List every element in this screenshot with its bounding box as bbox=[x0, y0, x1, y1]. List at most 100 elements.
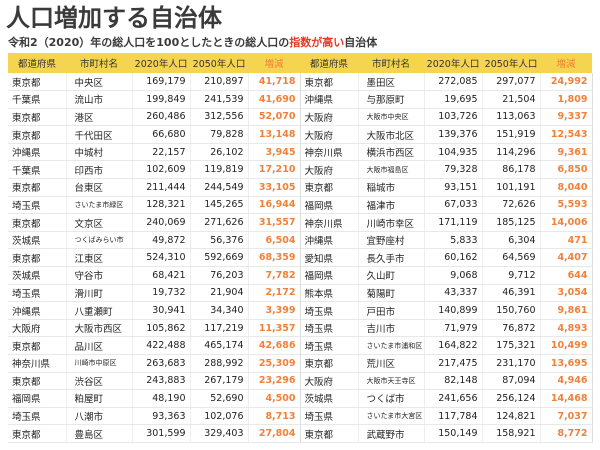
header-2050-left: 2050年人口 bbox=[190, 53, 248, 73]
prefecture-cell: 福岡県 bbox=[300, 266, 359, 285]
prefecture-cell: 大阪府 bbox=[300, 160, 359, 180]
city-cell: さいたま市緑区 bbox=[66, 196, 133, 215]
city-cell: 菊陽町 bbox=[358, 284, 425, 303]
change-cell: 41,690 bbox=[248, 90, 301, 109]
population-2050-cell: 101,191 bbox=[482, 178, 541, 197]
prefecture-cell: 東京都 bbox=[8, 336, 67, 355]
population-table: 都道府県 市町村名 2020年人口 2050年人口 増減 都道府県 市町村名 2… bbox=[8, 53, 593, 443]
change-cell: 13,148 bbox=[248, 125, 301, 144]
population-2050-cell: 158,921 bbox=[482, 424, 541, 443]
change-cell: 10,499 bbox=[540, 336, 593, 355]
prefecture-cell: 福岡県 bbox=[8, 389, 67, 408]
prefecture-cell: 東京都 bbox=[300, 354, 359, 373]
change-cell: 7,037 bbox=[540, 407, 593, 426]
population-2020-cell: 67,033 bbox=[424, 196, 483, 215]
change-cell: 1,809 bbox=[540, 90, 593, 109]
prefecture-cell: 東京都 bbox=[8, 372, 67, 391]
table-row: 沖縄県 中城村 22,157 26,102 3,945 神奈川県 横浜市西区 104,935 1… bbox=[8, 143, 593, 162]
prefecture-cell: 埼玉県 bbox=[300, 336, 359, 355]
header-2050-right: 2050年人口 bbox=[482, 53, 540, 73]
table-row: 東京都 渋谷区 243,883 267,179 23,296 大阪府 大阪市天王寺区 82,1… bbox=[8, 372, 593, 391]
table-row: 東京都 江東区 524,310 592,669 68,359 愛知県 長久手市 60,162 6… bbox=[8, 248, 593, 268]
population-2020-cell: 48,190 bbox=[132, 389, 191, 408]
prefecture-cell: 愛知県 bbox=[300, 248, 359, 268]
prefecture-cell: 千葉県 bbox=[8, 90, 67, 109]
change-cell: 8,040 bbox=[540, 178, 593, 197]
population-2020-cell: 43,337 bbox=[424, 284, 483, 303]
prefecture-cell: 茨城県 bbox=[8, 231, 67, 250]
population-2020-cell: 199,849 bbox=[132, 90, 191, 109]
population-2050-cell: 119,819 bbox=[190, 160, 249, 180]
change-cell: 14,468 bbox=[540, 389, 593, 408]
population-2050-cell: 297,077 bbox=[482, 73, 541, 92]
city-cell: 大阪市天王寺区 bbox=[358, 372, 425, 391]
population-2050-cell: 56,376 bbox=[190, 231, 249, 250]
prefecture-cell: 沖縄県 bbox=[300, 90, 359, 109]
change-cell: 4,500 bbox=[248, 389, 301, 408]
city-cell: 八潮市 bbox=[66, 407, 133, 426]
city-cell: 大阪市中央区 bbox=[358, 108, 425, 127]
population-2020-cell: 164,822 bbox=[424, 336, 483, 355]
population-2050-cell: 117,219 bbox=[190, 319, 249, 338]
change-cell: 13,695 bbox=[540, 354, 593, 373]
change-cell: 3,945 bbox=[248, 143, 301, 162]
prefecture-cell: 大阪府 bbox=[300, 372, 359, 391]
population-2050-cell: 52,690 bbox=[190, 389, 249, 408]
population-2050-cell: 150,760 bbox=[482, 301, 541, 320]
city-cell: 大阪市西区 bbox=[66, 319, 133, 338]
prefecture-cell: 茨城県 bbox=[8, 266, 67, 285]
population-2020-cell: 263,683 bbox=[132, 354, 191, 373]
header-city-left: 市町村名 bbox=[66, 53, 132, 73]
change-cell: 24,992 bbox=[540, 73, 593, 92]
population-2020-cell: 169,179 bbox=[132, 73, 191, 92]
prefecture-cell: 埼玉県 bbox=[300, 319, 359, 338]
change-cell: 3,054 bbox=[540, 284, 593, 303]
change-cell: 16,944 bbox=[248, 196, 301, 215]
population-2020-cell: 128,321 bbox=[132, 196, 191, 215]
population-2020-cell: 139,376 bbox=[424, 125, 483, 144]
city-cell: 渋谷区 bbox=[66, 372, 133, 391]
population-2050-cell: 271,626 bbox=[190, 213, 249, 232]
table-row: 東京都 文京区 240,069 271,626 31,557 神奈川県 川崎市幸区 171,1… bbox=[8, 213, 593, 232]
prefecture-cell: 熊本県 bbox=[300, 284, 359, 303]
population-2020-cell: 240,069 bbox=[132, 213, 191, 232]
change-cell: 52,070 bbox=[248, 108, 301, 127]
prefecture-cell: 埼玉県 bbox=[8, 407, 67, 426]
population-2050-cell: 34,340 bbox=[190, 301, 249, 320]
prefecture-cell: 東京都 bbox=[8, 213, 67, 232]
city-cell: 宜野座村 bbox=[358, 231, 425, 250]
change-cell: 4,407 bbox=[540, 248, 593, 268]
population-2050-cell: 87,094 bbox=[482, 372, 541, 391]
change-cell: 6,850 bbox=[540, 160, 593, 180]
change-cell: 4,893 bbox=[540, 319, 593, 338]
header-prefecture-right: 都道府県 bbox=[300, 53, 358, 73]
city-cell: 大阪市福島区 bbox=[358, 160, 425, 180]
population-2050-cell: 64,569 bbox=[482, 248, 541, 268]
population-2050-cell: 312,556 bbox=[190, 108, 249, 127]
population-2020-cell: 49,872 bbox=[132, 231, 191, 250]
city-cell: 豊島区 bbox=[66, 424, 133, 443]
population-2020-cell: 301,599 bbox=[132, 424, 191, 443]
city-cell: 港区 bbox=[66, 108, 133, 127]
population-2020-cell: 66,680 bbox=[132, 125, 191, 144]
city-cell: 与那原町 bbox=[358, 90, 425, 109]
population-2020-cell: 19,695 bbox=[424, 90, 483, 109]
population-2050-cell: 46,391 bbox=[482, 284, 541, 303]
city-cell: 流山市 bbox=[66, 90, 133, 109]
change-cell: 644 bbox=[540, 266, 593, 285]
change-cell: 27,804 bbox=[248, 424, 301, 443]
prefecture-cell: 茨城県 bbox=[300, 389, 359, 408]
table-row: 茨城県 つくばみらい市 49,872 56,376 6,504 沖縄県 宜野座村 5,833 6… bbox=[8, 231, 593, 250]
header-city-right: 市町村名 bbox=[358, 53, 424, 73]
prefecture-cell: 東京都 bbox=[300, 178, 359, 197]
population-2050-cell: 145,265 bbox=[190, 196, 249, 215]
population-2050-cell: 465,174 bbox=[190, 336, 249, 355]
population-2050-cell: 592,669 bbox=[190, 248, 249, 268]
population-2050-cell: 102,076 bbox=[190, 407, 249, 426]
change-cell: 42,686 bbox=[248, 336, 301, 355]
city-cell: 文京区 bbox=[66, 213, 133, 232]
population-2020-cell: 60,162 bbox=[424, 248, 483, 268]
city-cell: 戸田市 bbox=[358, 301, 425, 320]
table-row: 千葉県 印西市 102,609 119,819 17,210 大阪府 大阪市福島区 79,32… bbox=[8, 160, 593, 180]
population-2020-cell: 22,157 bbox=[132, 143, 191, 162]
